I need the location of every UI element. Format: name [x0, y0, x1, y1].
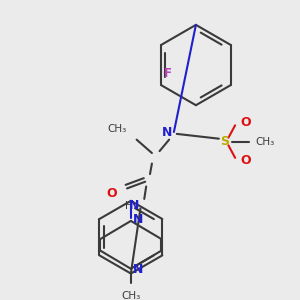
- Text: S: S: [220, 135, 229, 148]
- Text: N: N: [133, 263, 143, 276]
- Text: CH₃: CH₃: [108, 124, 127, 134]
- Text: O: O: [240, 116, 250, 129]
- Text: F: F: [164, 67, 172, 80]
- Text: H: H: [125, 201, 133, 211]
- Text: N: N: [162, 126, 172, 140]
- Text: O: O: [106, 187, 116, 200]
- Text: N: N: [129, 199, 140, 212]
- Text: O: O: [240, 154, 250, 167]
- Text: N: N: [133, 212, 143, 226]
- Text: CH₃: CH₃: [121, 291, 140, 300]
- Text: CH₃: CH₃: [255, 136, 274, 146]
